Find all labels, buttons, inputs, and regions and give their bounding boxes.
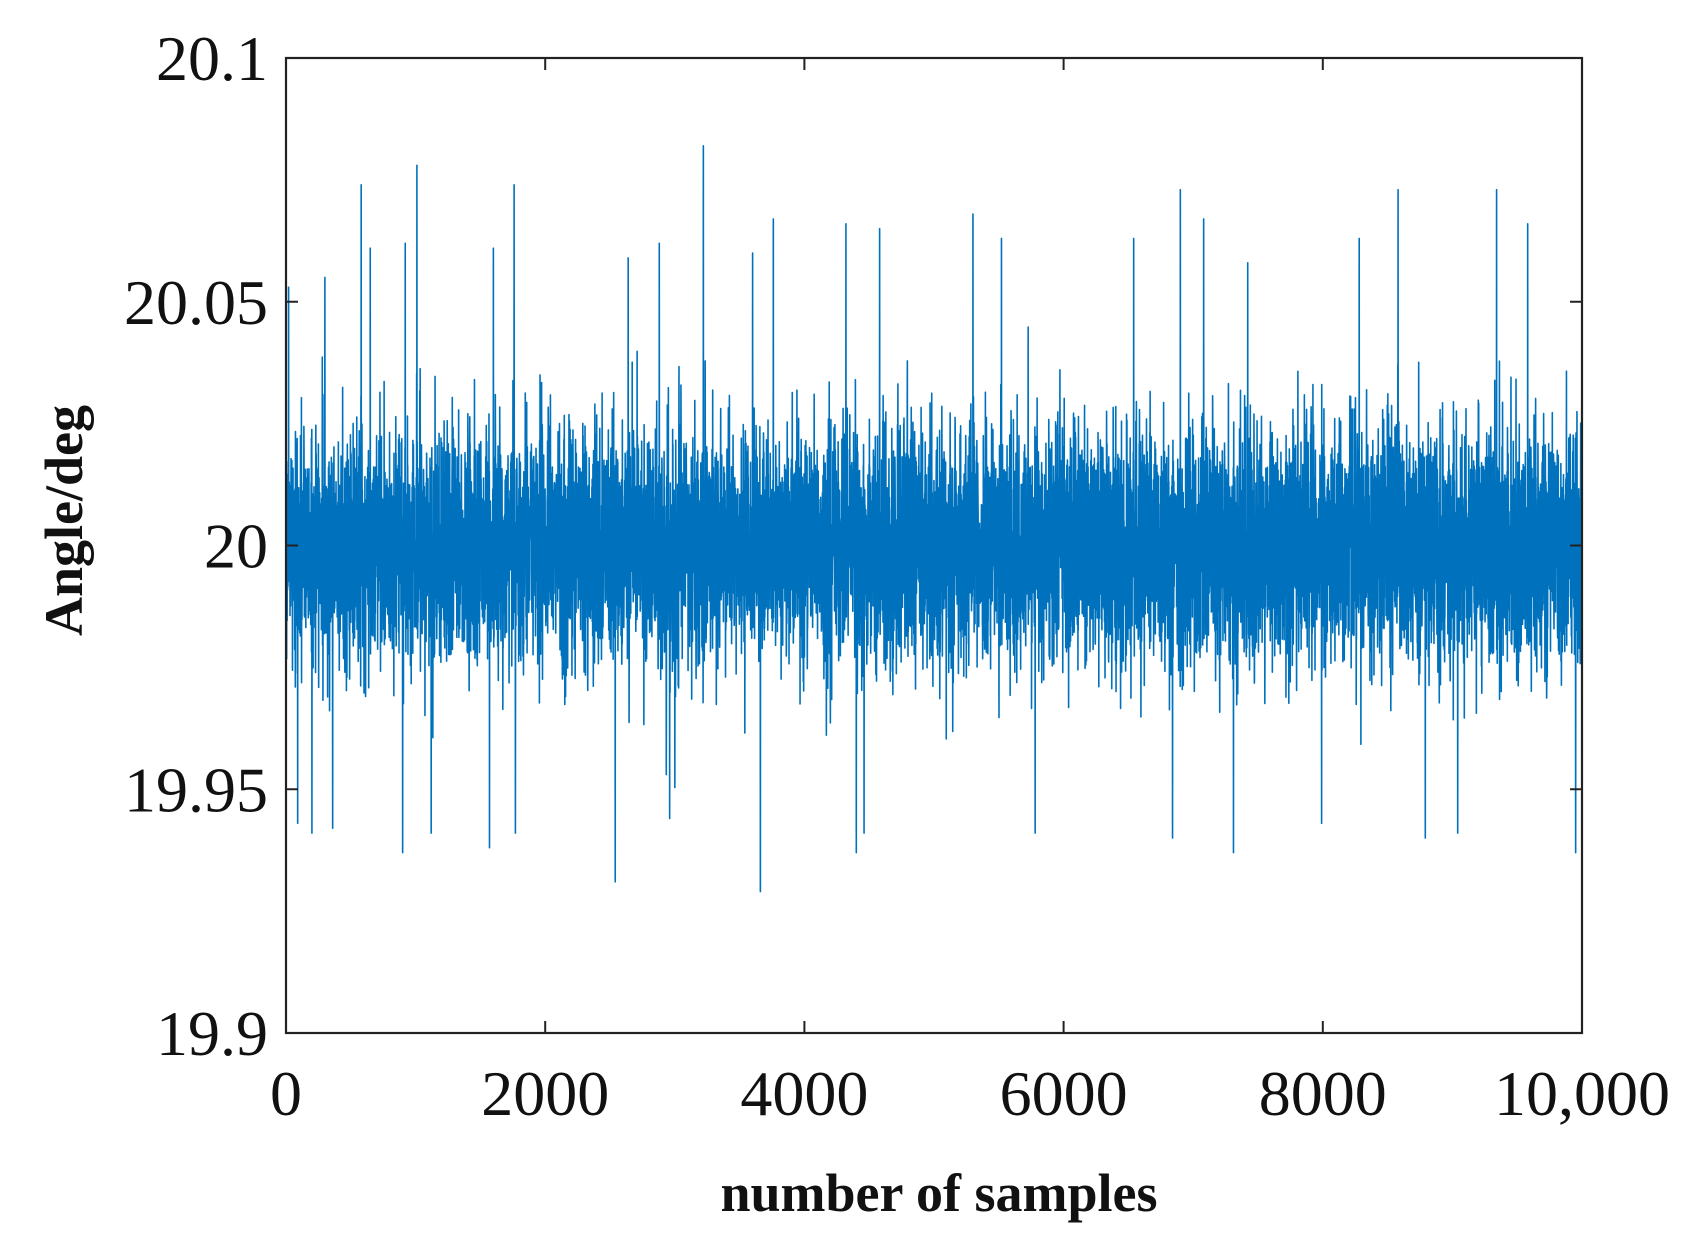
series-layer: [285, 144, 1583, 893]
x-tick-label: 8000: [1259, 1058, 1387, 1129]
y-axis-title: Angle/deg: [34, 405, 94, 636]
axes-layer: [284, 56, 1584, 1035]
y-tick-label: 19.9: [156, 998, 268, 1069]
series-line: [285, 144, 1583, 893]
x-tick-label: 10,000: [1494, 1058, 1670, 1129]
x-tick-label: 0: [270, 1058, 302, 1129]
x-axis-title: number of samples: [720, 1163, 1157, 1223]
y-tick-label: 19.95: [124, 754, 268, 825]
labels-layer: 0 2000 4000 6000 8000 10,000 19.9 19.95 20 20.05 2…: [124, 23, 1670, 1129]
y-tick-label: 20: [204, 511, 268, 582]
x-tick-label: 6000: [1000, 1058, 1128, 1129]
y-tick-label: 20.05: [124, 267, 268, 338]
x-tick-label: 2000: [481, 1058, 609, 1129]
x-tick-label: 4000: [740, 1058, 868, 1129]
y-tick-label: 20.1: [156, 23, 268, 94]
